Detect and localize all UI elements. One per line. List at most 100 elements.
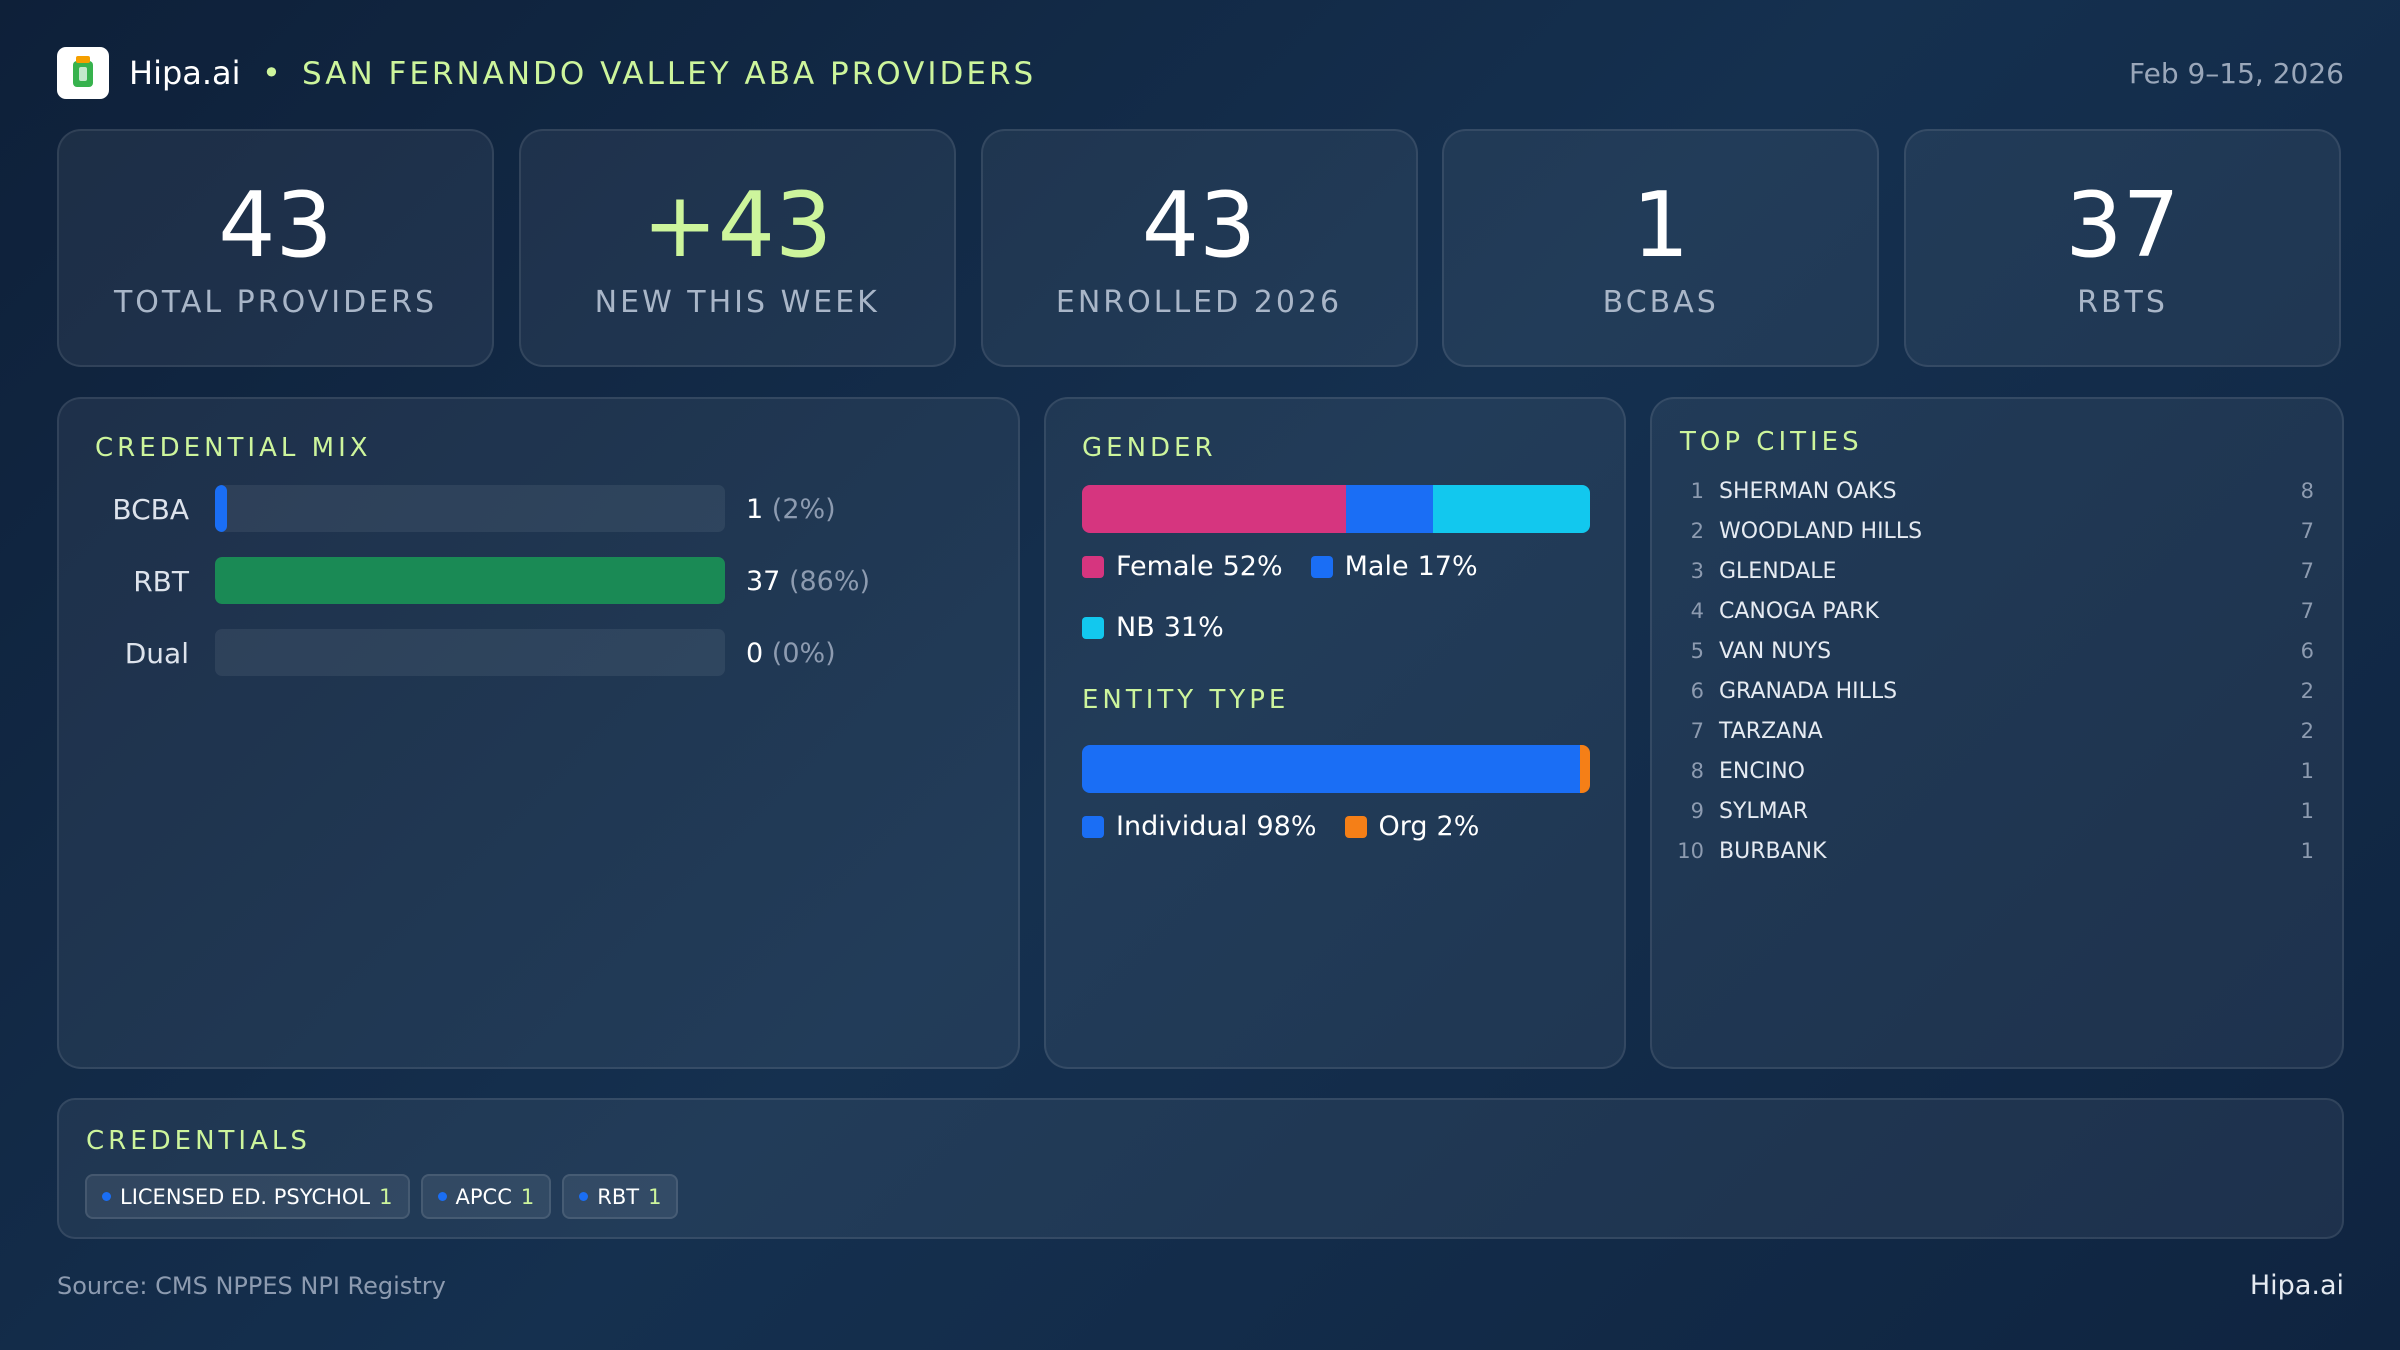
kpi-label: TOTAL PROVIDERS xyxy=(113,285,438,320)
bar-value: 1 (2%) xyxy=(746,494,836,525)
city-name: TARZANA xyxy=(1719,719,1823,744)
stacked-bar xyxy=(1082,485,1590,533)
chip-name: RBT xyxy=(597,1184,640,1209)
legend-item: Female 52% xyxy=(1082,551,1283,582)
city-count: 1 xyxy=(2300,799,2314,823)
kpi-label: RBTS xyxy=(2077,285,2168,320)
city-count: 7 xyxy=(2300,519,2314,543)
city-rank: 8 xyxy=(1690,759,1704,783)
credentials-panel: CREDENTIALS LICENSED ED. PSYCHOL 1 APCC 1 RB… xyxy=(57,1098,2344,1239)
legend-name: NB xyxy=(1116,612,1155,643)
city-rank: 6 xyxy=(1690,679,1704,703)
legend-text: NB 31% xyxy=(1116,612,1224,643)
legend-name: Male xyxy=(1344,551,1409,582)
chip-name: LICENSED ED. PSYCHOL xyxy=(120,1184,371,1209)
kpi-value: +43 xyxy=(642,173,833,278)
kpi-card: 43 ENROLLED 2026 xyxy=(980,129,1418,367)
footer-brand: Hipa.ai xyxy=(2249,1270,2344,1301)
legend-value: 52% xyxy=(1222,551,1283,582)
legend-item: NB 31% xyxy=(1082,612,1224,643)
kpi-label: BCBAS xyxy=(1602,285,1719,320)
kpi-card: 37 RBTS xyxy=(1904,129,2341,367)
credential-chip: APCC 1 xyxy=(420,1174,552,1219)
city-rank: 2 xyxy=(1690,519,1704,543)
percent: (2%) xyxy=(771,494,836,525)
city-name: GRANADA HILLS xyxy=(1719,679,1898,704)
city-rank: 1 xyxy=(1690,479,1704,503)
legend-swatch xyxy=(1344,815,1367,838)
city-rank: 9 xyxy=(1690,799,1704,823)
kpi-card: 43 TOTAL PROVIDERS xyxy=(57,129,494,367)
bar-track xyxy=(215,485,725,532)
bar xyxy=(215,557,725,604)
section-title: ENTITY TYPE xyxy=(1082,685,1290,715)
bar-segment xyxy=(1082,485,1347,533)
bar xyxy=(215,485,227,532)
bar-value: 37 (86%) xyxy=(746,566,870,597)
legend-swatch xyxy=(1310,555,1333,578)
city-rank: 5 xyxy=(1690,639,1704,663)
stacked-bar xyxy=(1082,745,1590,793)
chip-dot xyxy=(437,1192,447,1201)
credential-chip: LICENSED ED. PSYCHOL 1 xyxy=(85,1174,410,1219)
chip-count: 1 xyxy=(520,1184,535,1209)
city-name: ENCINO xyxy=(1719,759,1805,784)
bar-segment xyxy=(1432,485,1590,533)
legend-item: Org 2% xyxy=(1344,811,1479,842)
city-rank: 10 xyxy=(1677,839,1704,863)
kpi-label: ENROLLED 2026 xyxy=(1055,285,1343,320)
city-count: 2 xyxy=(2300,719,2314,743)
city-name: SHERMAN OAKS xyxy=(1719,479,1897,504)
chip-count: 1 xyxy=(648,1184,662,1209)
bar-value: 0 (0%) xyxy=(746,638,836,669)
kpi-label: NEW THIS WEEK xyxy=(594,285,880,320)
bar-segment xyxy=(1082,745,1580,793)
legend-value: 17% xyxy=(1417,551,1478,582)
row-label: Dual xyxy=(124,637,189,670)
bar-segment xyxy=(1579,745,1590,793)
percent: (0%) xyxy=(771,638,836,669)
section-title: TOP CITIES xyxy=(1680,427,1863,457)
legend-text: Individual 98% xyxy=(1116,811,1317,842)
kpi-card: 1 BCBAS xyxy=(1442,129,1880,367)
legend: Individual 98% Org 2% xyxy=(1082,811,1590,842)
city-name: GLENDALE xyxy=(1719,559,1837,584)
count: 37 xyxy=(746,566,781,597)
logo xyxy=(57,47,109,99)
brand: Hipa.ai xyxy=(129,54,241,92)
city-count: 7 xyxy=(2300,559,2314,583)
row-label: RBT xyxy=(133,565,189,598)
legend-name: Female xyxy=(1116,551,1214,582)
legend-name: Org xyxy=(1378,811,1428,842)
city-count: 1 xyxy=(2300,839,2314,863)
city-name: BURBANK xyxy=(1719,839,1827,864)
row-label: BCBA xyxy=(112,493,189,526)
count: 0 xyxy=(746,638,764,669)
kpi-value: 37 xyxy=(2065,173,2180,278)
city-count: 2 xyxy=(2300,679,2314,703)
city-name: SYLMAR xyxy=(1719,799,1808,824)
percent: (86%) xyxy=(788,566,871,597)
kpi-value: 43 xyxy=(1141,173,1257,278)
city-rank: 4 xyxy=(1690,599,1704,623)
section-title: CREDENTIAL MIX xyxy=(95,433,372,463)
chip-list: LICENSED ED. PSYCHOL 1 APCC 1 RBT 1 xyxy=(85,1174,689,1219)
chip-name: APCC xyxy=(455,1184,512,1209)
legend-text: Female 52% xyxy=(1116,551,1283,582)
kpi-card: +43 NEW THIS WEEK xyxy=(518,129,956,367)
count: 1 xyxy=(746,494,764,525)
legend-value: 98% xyxy=(1256,811,1317,842)
bar-track xyxy=(215,557,725,604)
kpi-value: 43 xyxy=(218,173,333,278)
bar-track xyxy=(215,629,725,676)
legend-swatch xyxy=(1082,616,1104,639)
gender-panel: GENDER ENTITY TYPE Female 52% Male 17% NB 31%… xyxy=(1044,397,1626,1069)
section-title: CREDENTIALS xyxy=(86,1126,311,1156)
chip-dot xyxy=(102,1192,111,1201)
source: Source: CMS NPPES NPI Registry xyxy=(57,1272,446,1300)
city-count: 6 xyxy=(2300,639,2314,663)
city-name: WOODLAND HILLS xyxy=(1719,519,1923,544)
page-title: SAN FERNANDO VALLEY ABA PROVIDERS xyxy=(302,56,1037,92)
city-rank: 3 xyxy=(1690,559,1704,583)
